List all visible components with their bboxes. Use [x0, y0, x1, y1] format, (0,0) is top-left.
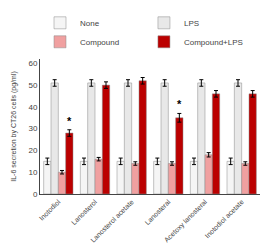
- svg-text:Acetoxy lanosteral: Acetoxy lanosteral: [163, 198, 209, 244]
- svg-text:10: 10: [28, 168, 37, 177]
- svg-text:None: None: [80, 19, 100, 28]
- svg-text:*: *: [177, 98, 182, 110]
- svg-text:30: 30: [28, 124, 37, 133]
- svg-text:60: 60: [28, 59, 37, 68]
- svg-text:*: *: [67, 115, 72, 127]
- svg-text:Lanosteral: Lanosteral: [143, 198, 171, 226]
- svg-text:20: 20: [28, 146, 37, 155]
- svg-text:Inotodiol acetate: Inotodiol acetate: [204, 198, 245, 239]
- svg-text:Inotodiol: Inotodiol: [38, 198, 62, 222]
- svg-text:LPS: LPS: [184, 19, 199, 28]
- svg-text:Compound+LPS: Compound+LPS: [184, 38, 243, 47]
- svg-text:Lanosterol: Lanosterol: [70, 198, 98, 226]
- svg-text:50: 50: [28, 81, 37, 90]
- svg-text:Compound: Compound: [80, 38, 119, 47]
- svg-text:0: 0: [33, 190, 38, 199]
- svg-text:IL-6 secretion by CT26 cells (: IL-6 secretion by CT26 cells (pg/ml): [10, 71, 18, 181]
- svg-text:40: 40: [28, 103, 37, 112]
- svg-text:Lanosterol acetate: Lanosterol acetate: [89, 198, 135, 244]
